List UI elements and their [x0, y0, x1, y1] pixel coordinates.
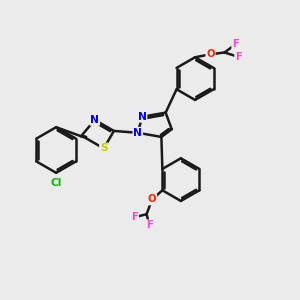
Text: F: F	[131, 212, 138, 222]
Text: N: N	[90, 115, 99, 125]
Text: N: N	[134, 128, 142, 138]
Text: N: N	[138, 112, 146, 122]
Text: Cl: Cl	[50, 178, 62, 188]
Text: F: F	[235, 52, 242, 62]
Text: F: F	[232, 39, 239, 50]
Text: F: F	[146, 220, 153, 230]
Text: O: O	[206, 49, 215, 59]
Text: O: O	[148, 194, 156, 205]
Text: S: S	[100, 143, 108, 154]
